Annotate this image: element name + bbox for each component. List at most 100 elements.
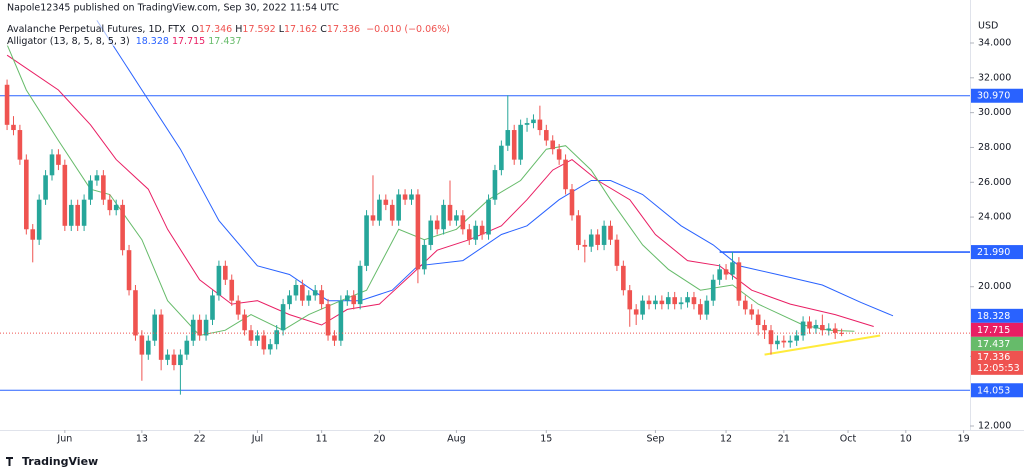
candle-body	[126, 250, 132, 291]
candle-body	[787, 340, 793, 343]
candle-body	[306, 295, 312, 301]
candle-body	[486, 199, 491, 235]
candle-body	[344, 295, 350, 301]
ohlc-value: 17.346	[199, 24, 232, 35]
indicator-label: 17.437	[977, 339, 1010, 350]
y-tick-label: 20.000	[978, 281, 1011, 292]
candle-body	[203, 319, 209, 336]
candle-body	[723, 269, 729, 275]
candle-body	[287, 295, 292, 305]
ohlc-value: 17.592	[242, 24, 275, 35]
indicator-value: 18.328	[136, 36, 169, 47]
candle-body	[621, 265, 626, 291]
candle-body	[537, 119, 543, 131]
candle-body	[49, 154, 55, 176]
candle-body	[807, 321, 812, 329]
indicator-value: 17.715	[172, 36, 205, 47]
candle-body	[544, 130, 549, 141]
candle-body	[563, 159, 568, 190]
x-tick-label: 12	[720, 434, 732, 445]
candle-body	[402, 194, 408, 200]
candle-body	[171, 354, 177, 366]
candle-body	[826, 328, 832, 331]
candle-body	[210, 295, 215, 320]
candle-body	[608, 225, 613, 240]
candle-body	[743, 300, 748, 310]
indicator-value: 17.437	[208, 36, 241, 47]
candle-body	[466, 229, 472, 240]
indicator-label: 17.715	[977, 325, 1010, 336]
candle-body	[428, 220, 434, 245]
candle-body	[447, 204, 453, 221]
candle-body	[190, 319, 196, 341]
candle-body	[832, 328, 838, 333]
candle-body	[357, 265, 363, 305]
candle-body	[139, 335, 145, 355]
candle-body	[24, 159, 29, 230]
candle-body	[165, 354, 170, 360]
candle-body	[556, 149, 562, 160]
candle-body	[601, 225, 607, 245]
footer-logo: TradingView	[22, 455, 98, 468]
plot	[0, 20, 970, 395]
x-tick-label: Jul	[251, 434, 263, 445]
candle-body	[43, 175, 48, 200]
candle-body	[441, 204, 446, 230]
candle-body	[460, 215, 466, 230]
candle-body	[197, 319, 202, 336]
candle-body	[800, 321, 806, 336]
candle-body	[113, 204, 119, 211]
candle-body	[332, 335, 337, 341]
level-label-box	[971, 245, 1023, 260]
last-price-box	[971, 350, 1023, 375]
candle-body	[409, 194, 414, 200]
candle-body	[492, 170, 498, 200]
candle-body	[178, 354, 183, 366]
countdown: 12:05:53	[977, 363, 1020, 374]
candle-body	[107, 199, 113, 211]
candle-body	[242, 314, 247, 331]
candle-body	[30, 229, 36, 240]
axes: 34.000 32.000 30.000 28.000 26.000 24.000 20.0…	[56, 38, 1023, 445]
candle-body	[152, 314, 158, 341]
indicator-label-box	[971, 308, 1023, 323]
candle-body	[364, 215, 369, 266]
candle-body	[775, 340, 780, 345]
candle-body	[396, 194, 401, 221]
change: −0.010 (−0.06%)	[366, 24, 450, 35]
level-label: 30.970	[977, 91, 1010, 102]
candle-body	[550, 140, 556, 150]
candle-body	[640, 300, 645, 315]
x-tick-label: Oct	[840, 434, 857, 445]
candle-body	[351, 295, 357, 305]
candle-body	[325, 304, 331, 336]
candle-body	[101, 175, 106, 200]
candle-body	[133, 290, 138, 336]
candle-body	[454, 215, 459, 221]
ohlc-value: 17.162	[284, 24, 317, 35]
candle-body	[762, 325, 767, 331]
level-label-box	[971, 383, 1023, 398]
candle-body	[383, 199, 389, 205]
legend-bg	[0, 0, 440, 46]
y-tick-label: 34.000	[978, 38, 1011, 49]
candle-body	[68, 204, 74, 226]
candle-body	[672, 297, 677, 305]
trendline	[764, 334, 881, 356]
candle-body	[614, 239, 620, 266]
candle-body	[627, 290, 633, 310]
published: Napole12345 published on TradingView.com…	[7, 3, 339, 14]
x-tick-label: 13	[136, 434, 148, 445]
candle-body	[820, 325, 825, 331]
candle-body	[11, 124, 16, 131]
candle-body	[704, 300, 710, 315]
y-tick-label: 24.000	[978, 212, 1011, 223]
candle-body	[659, 300, 665, 305]
indicator: Alligator (13, 8, 5, 8, 5, 3)	[7, 36, 130, 47]
ohlc-letter: L	[279, 24, 285, 35]
alligator-line	[6, 44, 855, 337]
ohlc-letter: H	[235, 24, 242, 35]
candle-body	[531, 119, 536, 124]
candle-body	[261, 335, 267, 350]
candle-body	[319, 290, 324, 305]
